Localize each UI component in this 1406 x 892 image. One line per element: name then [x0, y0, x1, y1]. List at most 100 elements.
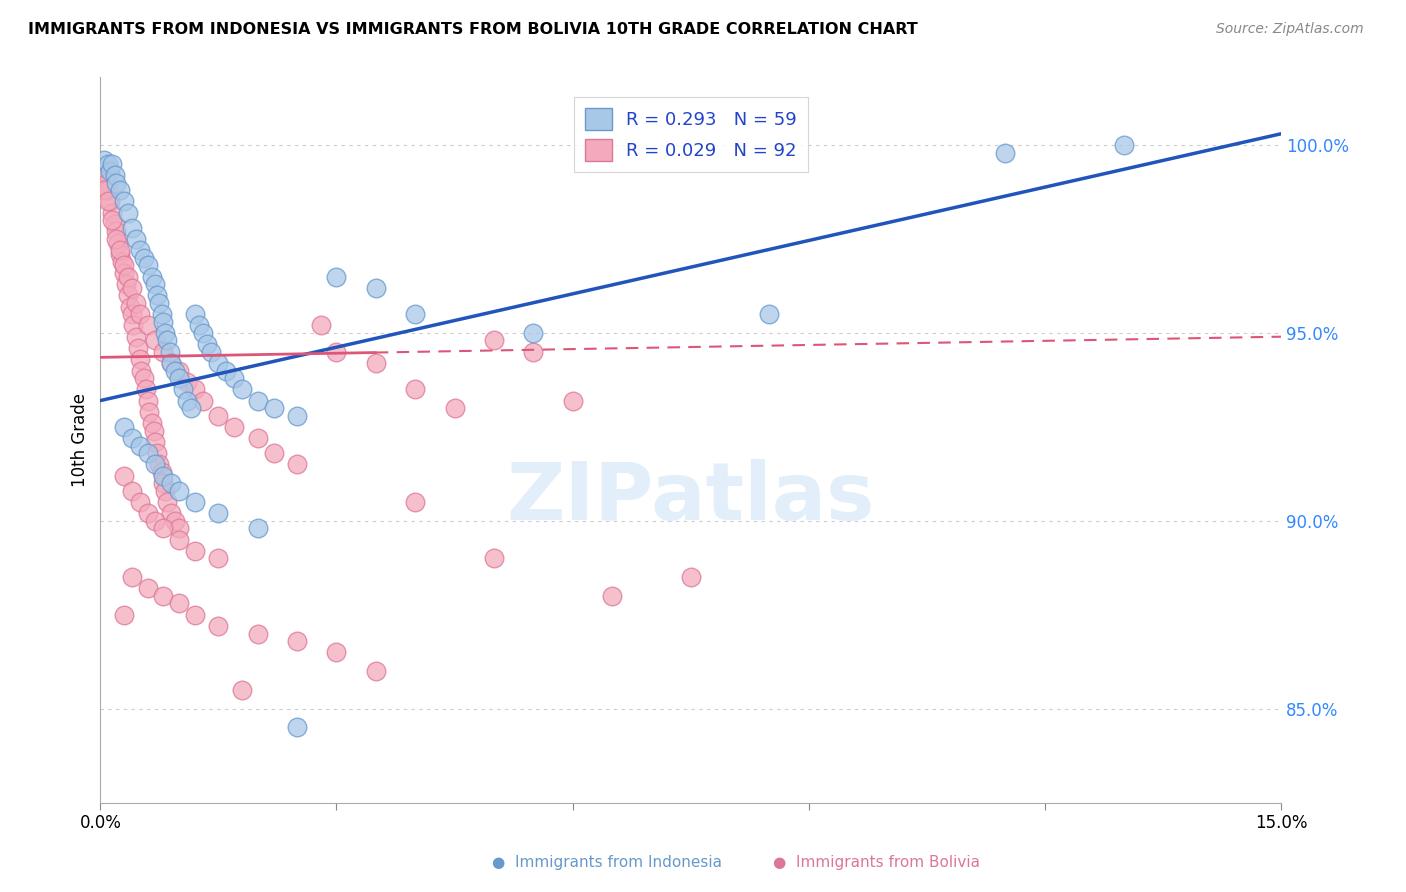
Point [121, 220, 143, 235]
Point [120, 300, 142, 314]
Point [96, 176, 118, 190]
Point [285, 721, 308, 735]
Point [159, 344, 181, 359]
Point [600, 589, 623, 603]
Point [207, 619, 229, 633]
Point [150, 465, 173, 479]
Point [125, 232, 148, 246]
Point [121, 307, 143, 321]
Point [148, 458, 170, 472]
Point [146, 446, 169, 460]
Point [207, 506, 229, 520]
Point [231, 382, 253, 396]
Point [152, 468, 174, 483]
Point [180, 401, 202, 415]
Point [112, 468, 135, 483]
Point [128, 495, 150, 509]
Text: ZIPatlas: ZIPatlas [506, 459, 875, 537]
Point [207, 356, 229, 370]
Point [112, 194, 135, 209]
Point [146, 288, 169, 302]
Point [224, 420, 246, 434]
Point [167, 483, 190, 498]
Point [160, 506, 183, 520]
Point [97, 157, 120, 171]
Point [758, 307, 780, 321]
Point [207, 409, 229, 423]
Point [112, 266, 135, 280]
Point [482, 334, 505, 348]
Point [167, 371, 190, 385]
Y-axis label: 10th Grade: 10th Grade [72, 393, 89, 487]
Point [152, 344, 174, 359]
Point [309, 318, 332, 333]
Point [263, 446, 285, 460]
Point [128, 307, 150, 321]
Point [1112, 138, 1135, 153]
Point [561, 393, 583, 408]
Point [167, 597, 190, 611]
Point [325, 645, 347, 659]
Point [93, 183, 115, 197]
Point [101, 157, 124, 171]
Point [152, 589, 174, 603]
Point [231, 682, 253, 697]
Point [136, 258, 159, 272]
Point [325, 344, 347, 359]
Point [167, 363, 190, 377]
Point [187, 318, 209, 333]
Point [153, 483, 176, 498]
Point [117, 269, 139, 284]
Point [112, 258, 135, 272]
Point [108, 183, 131, 197]
Point [184, 495, 207, 509]
Point [176, 393, 198, 408]
Point [246, 626, 269, 640]
Point [263, 401, 285, 415]
Point [125, 296, 148, 310]
Text: ●  Immigrants from Indonesia: ● Immigrants from Indonesia [492, 855, 723, 870]
Point [994, 145, 1017, 160]
Point [112, 420, 135, 434]
Point [145, 458, 167, 472]
Point [152, 315, 174, 329]
Point [142, 424, 165, 438]
Point [145, 514, 167, 528]
Point [153, 326, 176, 340]
Point [443, 401, 465, 415]
Point [136, 318, 159, 333]
Point [121, 483, 143, 498]
Point [482, 551, 505, 566]
Point [145, 277, 167, 291]
Point [224, 371, 246, 385]
Point [522, 344, 544, 359]
Point [98, 194, 121, 209]
Point [121, 570, 143, 584]
Point [101, 213, 124, 227]
Point [127, 341, 149, 355]
Point [105, 225, 128, 239]
Point [156, 495, 179, 509]
Point [176, 375, 198, 389]
Point [160, 356, 183, 370]
Point [150, 307, 173, 321]
Point [364, 356, 387, 370]
Point [105, 176, 128, 190]
Point [404, 307, 426, 321]
Point [191, 393, 214, 408]
Point [145, 334, 167, 348]
Point [246, 431, 269, 445]
Point [152, 476, 174, 491]
Point [184, 544, 207, 558]
Point [114, 277, 136, 291]
Point [138, 405, 160, 419]
Point [404, 382, 426, 396]
Point [125, 329, 148, 343]
Point [246, 521, 269, 535]
Point [165, 363, 187, 377]
Point [103, 217, 125, 231]
Point [122, 318, 145, 333]
Point [215, 363, 238, 377]
Point [404, 495, 426, 509]
Point [522, 326, 544, 340]
